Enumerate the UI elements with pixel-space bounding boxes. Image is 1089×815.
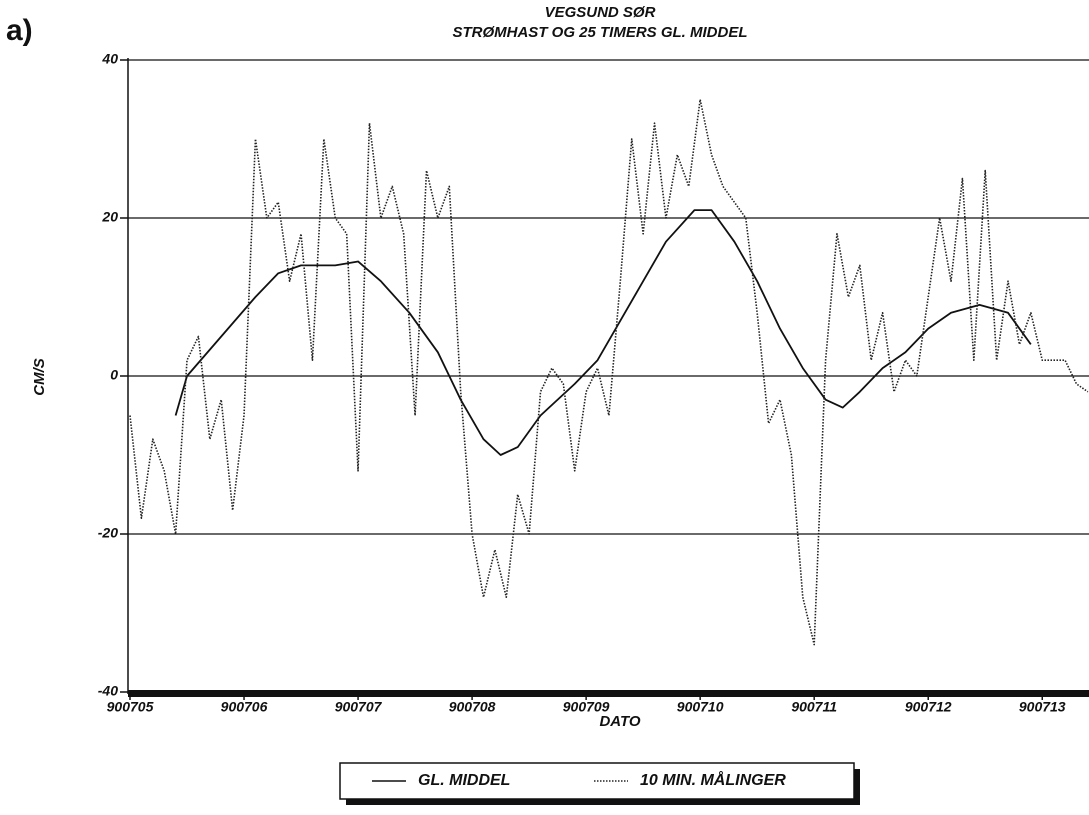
y-tick-label: -40 (98, 683, 118, 699)
x-tick-label: 900712 (905, 699, 952, 715)
y-tick-label: -20 (98, 525, 118, 541)
x-tick-label: 900713 (1019, 699, 1066, 715)
legend-label: 10 MIN. MÅLINGER (640, 770, 786, 789)
x-tick-label: 900706 (221, 699, 268, 715)
data-line (174, 209, 1032, 456)
y-axis-title: CM/S (31, 358, 48, 396)
x-tick-label: 900708 (449, 699, 496, 715)
chart-subtitle: STRØMHAST OG 25 TIMERS GL. MIDDEL (452, 24, 747, 41)
y-tick-label: 0 (110, 367, 118, 383)
panel-label: a) (6, 14, 33, 47)
x-tick-label: 900710 (677, 699, 724, 715)
chart-title: VEGSUND SØR (545, 4, 656, 21)
x-axis-title: DATO (599, 713, 640, 730)
x-tick-label: 900707 (335, 699, 383, 715)
x-tick-label: 900709 (563, 699, 610, 715)
y-tick-label: 20 (101, 209, 118, 225)
data-line (129, 98, 1089, 646)
legend-label: GL. MIDDEL (418, 772, 510, 789)
x-tick-label: 900705 (107, 699, 154, 715)
x-axis-bar (128, 690, 1089, 697)
x-tick-label: 900711 (791, 699, 837, 715)
y-tick-label: 40 (101, 51, 118, 67)
